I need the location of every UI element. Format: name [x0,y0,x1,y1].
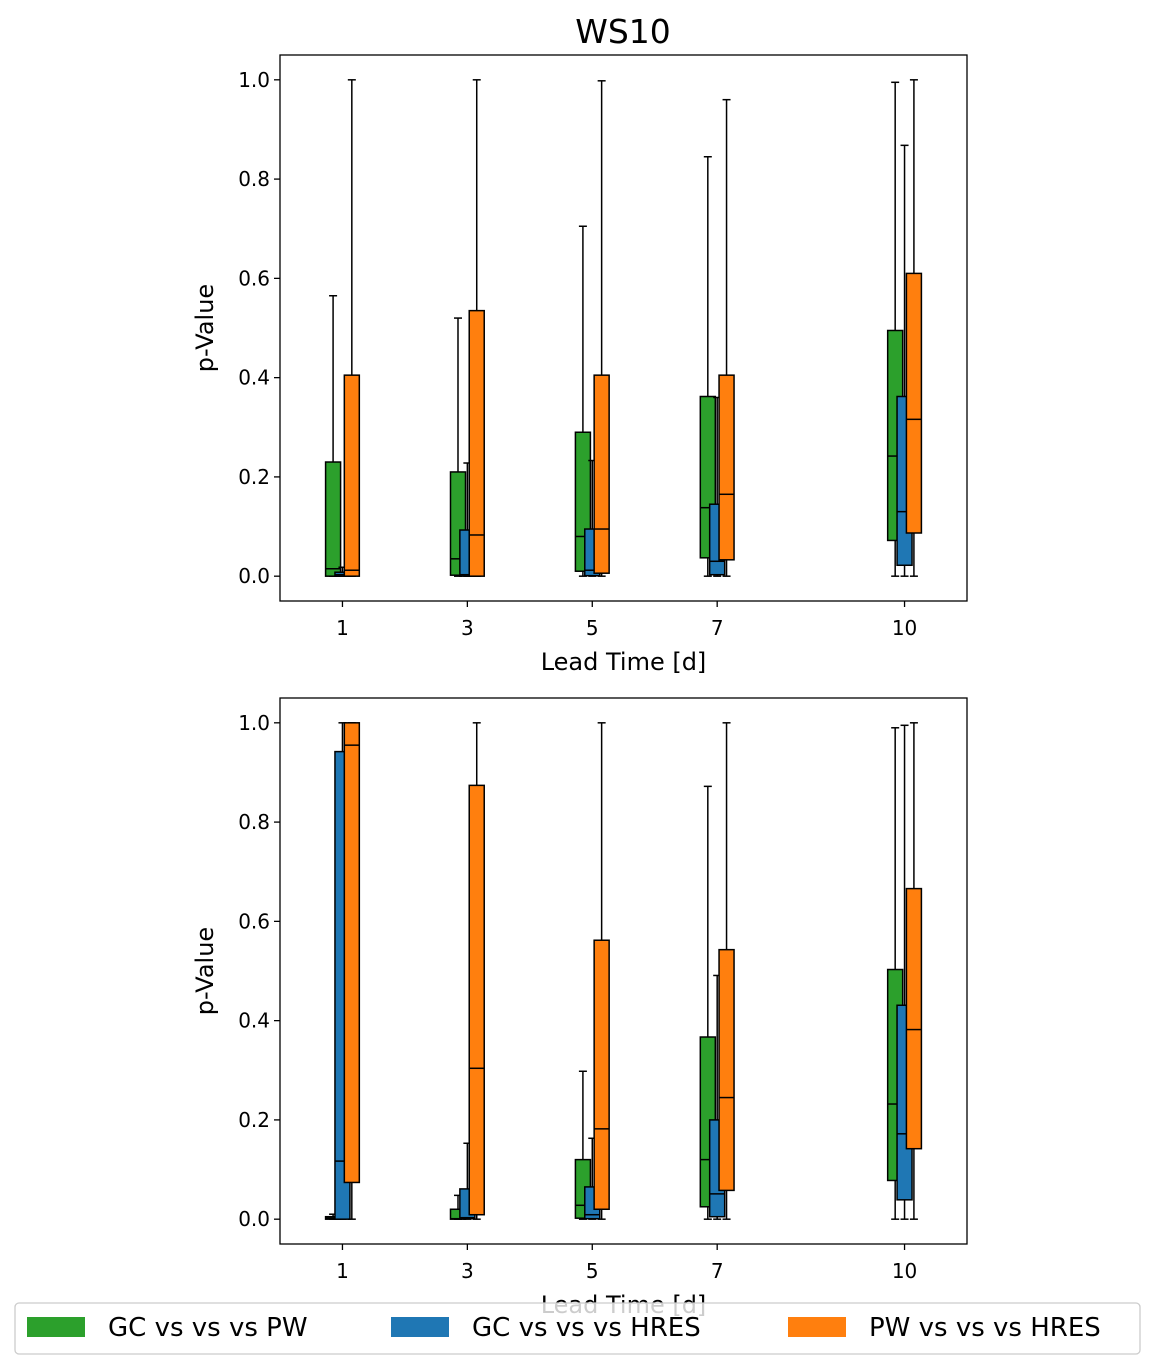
y-tick-label: 0.2 [238,1108,270,1132]
chart-title: WS10 [575,12,671,51]
y-tick-label: 0.8 [238,167,270,191]
legend-swatch [27,1317,85,1337]
box [468,309,485,577]
box-plot [574,225,592,577]
y-axis-label: p-Value [191,927,219,1015]
x-tick-label: 7 [711,616,724,640]
axes-frame [279,697,968,1245]
box-plot [905,79,923,577]
box [905,272,923,534]
legend-swatch [788,1317,846,1337]
x-tick-label: 7 [711,1259,724,1283]
legend-frame [14,1302,1141,1355]
box [324,461,342,577]
box [905,887,923,1150]
box [343,722,361,1184]
box-plot [593,722,610,1220]
x-tick-label: 10 [892,1259,917,1283]
y-tick-label: 0.0 [238,564,270,588]
y-tick-label: 0.6 [238,266,270,290]
y-axis-label: p-Value [191,284,219,372]
axes-frame [279,54,968,602]
box [593,374,610,574]
box [468,784,485,1216]
legend-label: GC vs vs vs PW [108,1313,308,1343]
y-tick-label: 1.0 [238,711,270,735]
box-plot [718,722,735,1220]
legend-swatch [391,1317,449,1337]
box-plot [905,722,923,1220]
x-tick-label: 1 [336,1259,349,1283]
legend: GC vs vs vs PW GC vs vs vs HRES PW vs vs v… [14,1302,1141,1355]
y-tick-label: 0.6 [238,909,270,933]
box-plot [324,294,342,577]
y-tick-label: 0.0 [238,1207,270,1231]
x-axis-label: Lead Time [d] [541,648,707,676]
y-tick-label: 1.0 [238,68,270,92]
x-tick-label: 10 [892,616,917,640]
box-plot [343,722,361,1220]
box-plot [468,79,485,577]
y-tick-label: 0.4 [238,1009,270,1033]
box-plot [593,80,610,577]
legend-label: PW vs vs vs HRES [869,1313,1101,1343]
box-plot [468,722,485,1220]
x-tick-label: 3 [461,616,474,640]
box-plot [343,79,361,577]
y-tick-label: 0.2 [238,465,270,489]
box [343,374,361,577]
y-tick-label: 0.8 [238,810,270,834]
legend-label: GC vs vs vs HRES [472,1313,701,1343]
box [718,374,735,561]
box [718,948,735,1192]
y-tick-label: 0.4 [238,366,270,390]
x-tick-label: 1 [336,616,349,640]
top-panel: 0.0 0.2 0.4 0.6 0.8 1.0 1 3 5 7 10 Lead Time [d] p-V… [191,54,968,676]
x-tick-label: 5 [586,616,599,640]
box-plot [718,98,735,577]
box [593,939,610,1211]
x-tick-label: 5 [586,1259,599,1283]
x-tick-label: 3 [461,1259,474,1283]
